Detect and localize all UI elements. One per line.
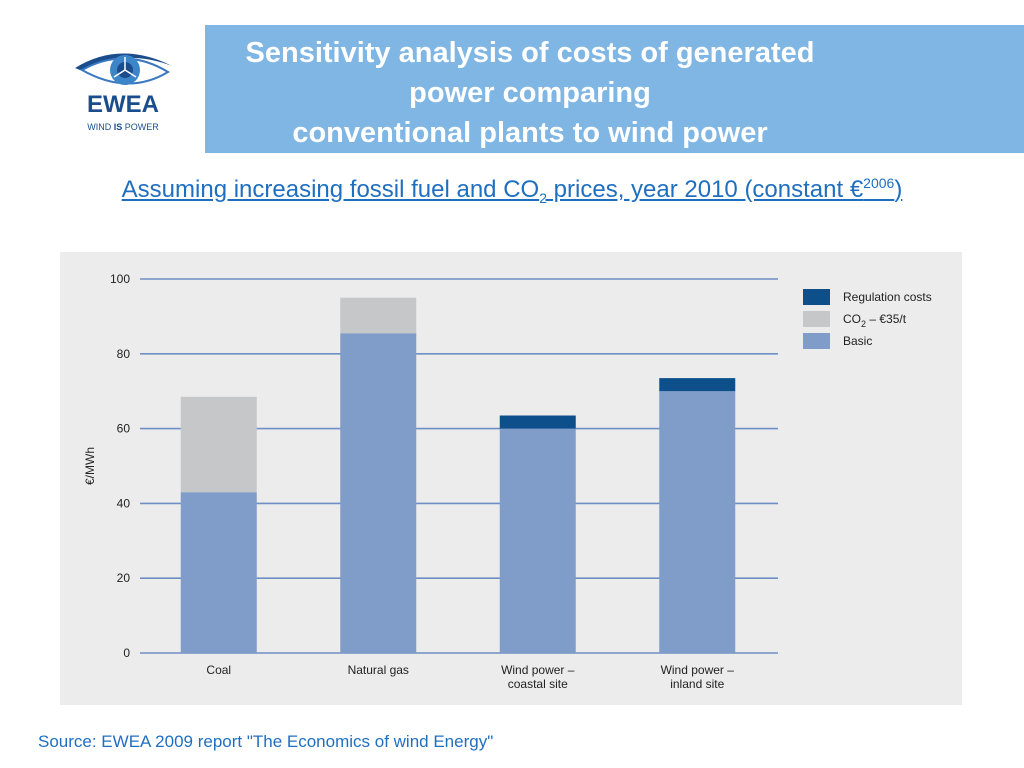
legend-label: Regulation costs [843,290,932,304]
legend-swatch [803,311,830,327]
x-tick-label: Wind power – [661,663,735,677]
bar-segment [180,492,257,653]
title-line: Sensitivity analysis of costs of generat… [245,37,815,69]
source-note: Source: EWEA 2009 report "The Economics … [38,732,494,751]
bar-segment [659,378,736,392]
x-tick-label: inland site [670,677,724,691]
legend-label: Basic [843,334,872,348]
bar-chart: 0 20 40 60 80 100 €/MWh Coal Natural gas Wind pow… [83,272,932,691]
y-tick-label: 100 [110,272,130,286]
y-tick-label: 80 [117,347,131,361]
bar-segment [499,415,576,429]
bar-segment [340,333,417,653]
title-line: conventional plants to wind power [292,117,768,149]
y-axis-label: €/MWh [83,447,97,485]
subtitle: Assuming increasing fossil fuel and CO2 … [121,175,903,206]
y-tick-label: 40 [117,496,131,510]
title-line: power comparing [409,77,651,109]
eye-icon: EWEA WIND IS POWER [75,53,172,132]
x-tick-label: Natural gas [348,663,409,677]
y-tick-label: 0 [123,646,130,660]
y-tick-label: 60 [117,422,131,436]
x-tick-label: Wind power – [501,663,575,677]
legend-label: CO2 – €35/t [843,312,907,329]
y-tick-label: 20 [117,571,131,585]
title-banner: Sensitivity analysis of costs of generat… [205,25,1024,153]
x-tick-label: coastal site [508,677,568,691]
bar-segment [499,428,576,653]
bar-segment [659,391,736,653]
bar-segment [340,297,417,334]
logo-name: EWEA [87,91,159,118]
x-tick-label: Coal [206,663,231,677]
legend-swatch [803,289,830,305]
legend-swatch [803,333,830,349]
bar-segment [180,396,257,493]
ewea-logo: EWEA WIND IS POWER [70,40,180,140]
logo-tagline: WIND IS POWER [87,122,159,132]
chart-panel: 0 20 40 60 80 100 €/MWh Coal Natural gas Wind pow… [60,252,962,705]
page-title: Sensitivity analysis of costs of generat… [205,33,855,153]
